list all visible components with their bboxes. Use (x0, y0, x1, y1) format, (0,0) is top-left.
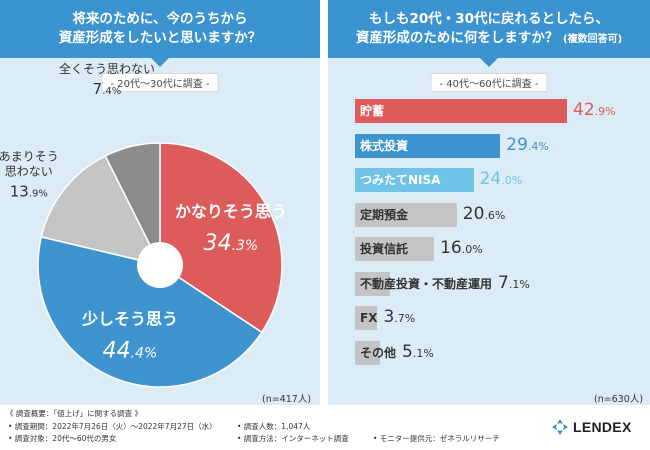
right-survey-label: - 40代〜60代に調査 - (430, 73, 548, 92)
footer-method: • 調査方法：インターネット調査 (237, 434, 349, 443)
right-title-line2: 資産形成のために何をしますか？ (355, 29, 559, 46)
pie-center-hole (137, 242, 183, 288)
right-header: もしも20代・30代に戻れるとしたら、 資産形成のために何をしますか？ (複数回… (328, 0, 650, 58)
lendex-logo-icon (552, 419, 568, 435)
pie-slice (104, 142, 161, 266)
left-n-count: (n=417人) (262, 394, 312, 405)
pie-slice-value: 44.4% (103, 338, 158, 363)
right-n-count: (n=630人) (594, 394, 644, 405)
bar-fill (355, 237, 435, 261)
bar-value: 3.7% (383, 307, 416, 327)
footer-title: 《 調査概要：「値上げ」に関する調査 》 (6, 409, 143, 418)
bar-fill (355, 133, 501, 158)
bar-fill (355, 340, 381, 365)
footer-target: • 調査対象：20代〜60代の男女 (8, 434, 117, 443)
right-title-note: (複数回答可) (563, 33, 623, 45)
pie-slice-label: 少しそう思う (81, 309, 178, 328)
lendex-logo: LENDEX (551, 418, 632, 436)
pie-slice-label: かなりそう思う (175, 202, 287, 221)
bar-label: 株式投資 (360, 138, 409, 153)
bar-value: 20.6% (462, 203, 506, 224)
left-header: 将来のために、今のうちから 資産形成をしたいと思いますか？ (0, 0, 320, 58)
left-survey-label: - 20代〜30代に調査 - (101, 73, 219, 92)
pie-slice-value: 34.3% (204, 231, 259, 256)
bar-fill (355, 271, 391, 296)
footer-monitor: • モニター提供元：ゼネラルリサーチ (373, 434, 500, 443)
bar-label: 貯蓄 (360, 104, 385, 118)
left-title-line2: 資産形成をしたいと思いますか？ (58, 30, 262, 46)
footer-count: • 調査人数：1,047人 (237, 422, 311, 431)
footer-period: • 調査期間：2022年7月26日（火）〜2022年7月27日（水） (8, 422, 217, 431)
pie-slice-label: 全くそう思わない (59, 61, 155, 76)
right-title-line1: もしも20代・30代に戻れるとしたら、 (368, 10, 610, 27)
pie-slice (37, 235, 263, 388)
right-header-notch (480, 58, 498, 67)
left-title-line1: 将来のために、今のうちから (72, 11, 248, 27)
pie-slice-value: 7.4% (93, 80, 122, 98)
bar-label: 投資信託 (360, 242, 409, 256)
pie-slice-label: あまりそう (0, 150, 59, 164)
lendex-logo-text: LENDEX (573, 419, 632, 435)
bar-value: 16.0% (440, 238, 483, 258)
bar-value: 29.4% (506, 134, 549, 155)
pie-slice-label: 思わない (5, 165, 53, 179)
bar-value: 5.1% (402, 341, 434, 362)
bar-value: 42.9% (573, 100, 616, 120)
bar-value: 24.0% (479, 169, 523, 189)
survey-footer: 《 調査概要：「値上げ」に関する調査 》 • 調査期間：2022年7月26日（火… (0, 407, 650, 450)
bar-label: 定期預金 (360, 207, 409, 222)
bar-label: 不動産投資・不動産運用 (360, 276, 493, 291)
bar-label: その他 (360, 345, 397, 360)
right-title-line2-wrap: 資産形成のために何をしますか？ (複数回答可) (328, 29, 650, 49)
bar-value: 7.1% (498, 272, 530, 293)
bar-fill (355, 202, 457, 227)
bar-fill (355, 168, 474, 192)
pie-slice-value: 13.9% (10, 183, 48, 201)
pie-slices (37, 142, 283, 388)
pie-slice (40, 154, 162, 267)
bar-label: つみたてNISA (360, 173, 441, 187)
bar-fill (355, 99, 567, 123)
left-header-notch (151, 58, 169, 67)
bar-fill (355, 306, 377, 330)
bar-label: FX (360, 311, 378, 325)
